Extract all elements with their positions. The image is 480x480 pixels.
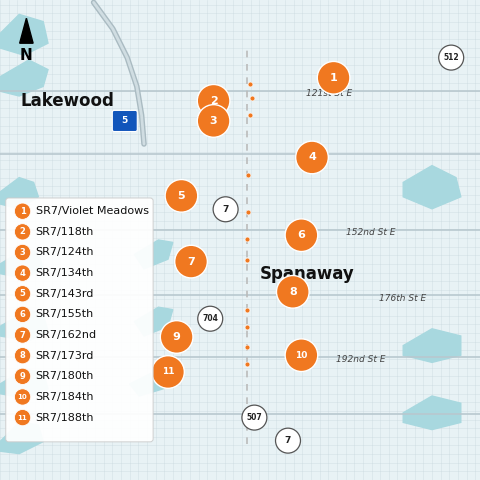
Polygon shape xyxy=(0,14,48,55)
Text: 9: 9 xyxy=(20,372,25,381)
Circle shape xyxy=(276,428,300,453)
Circle shape xyxy=(242,405,267,430)
Text: 7: 7 xyxy=(187,257,195,266)
Circle shape xyxy=(14,389,31,405)
Circle shape xyxy=(198,306,223,331)
FancyBboxPatch shape xyxy=(112,110,137,132)
Circle shape xyxy=(14,368,31,384)
Polygon shape xyxy=(134,307,173,336)
Polygon shape xyxy=(403,166,461,209)
Circle shape xyxy=(317,61,350,94)
Text: 2: 2 xyxy=(20,228,25,236)
Polygon shape xyxy=(134,240,173,269)
Text: 6: 6 xyxy=(20,310,25,319)
Polygon shape xyxy=(0,422,43,454)
Text: Spanaway: Spanaway xyxy=(260,264,355,283)
Text: 7: 7 xyxy=(20,331,25,339)
Text: 6: 6 xyxy=(298,230,305,240)
Text: Lakewood: Lakewood xyxy=(20,92,114,110)
Text: SR7/184th: SR7/184th xyxy=(36,392,94,402)
Text: 11: 11 xyxy=(162,368,174,376)
Text: SR7/118th: SR7/118th xyxy=(36,227,94,237)
Text: SR7/188th: SR7/188th xyxy=(36,413,94,422)
Text: N: N xyxy=(20,48,33,63)
Text: 152nd St E: 152nd St E xyxy=(346,228,395,237)
Text: 507: 507 xyxy=(247,413,262,422)
Text: 5: 5 xyxy=(178,191,185,201)
Text: 5: 5 xyxy=(121,117,128,125)
Text: 512: 512 xyxy=(444,53,459,62)
Circle shape xyxy=(285,339,318,372)
Text: 8: 8 xyxy=(289,287,297,297)
Circle shape xyxy=(14,306,31,323)
Circle shape xyxy=(285,219,318,252)
Circle shape xyxy=(14,203,31,219)
Circle shape xyxy=(197,105,230,137)
Polygon shape xyxy=(20,18,33,43)
Polygon shape xyxy=(130,372,168,396)
Text: SR7/Violet Meadows: SR7/Violet Meadows xyxy=(36,206,148,216)
Text: 2: 2 xyxy=(210,96,217,106)
Circle shape xyxy=(14,224,31,240)
Text: 192nd St E: 192nd St E xyxy=(336,356,385,364)
Text: 4: 4 xyxy=(308,153,316,162)
Polygon shape xyxy=(0,310,48,341)
Circle shape xyxy=(14,286,31,302)
Polygon shape xyxy=(403,396,461,430)
Text: SR7/173rd: SR7/173rd xyxy=(36,351,94,360)
Circle shape xyxy=(14,265,31,281)
Text: 7: 7 xyxy=(285,436,291,445)
Circle shape xyxy=(165,180,198,212)
Text: SR7/162nd: SR7/162nd xyxy=(36,330,96,340)
Text: 8: 8 xyxy=(20,351,25,360)
Text: SR7/134th: SR7/134th xyxy=(36,268,94,278)
Text: SR7/143rd: SR7/143rd xyxy=(36,289,94,299)
Text: 5: 5 xyxy=(20,289,25,298)
Text: 10: 10 xyxy=(295,351,308,360)
Polygon shape xyxy=(0,250,43,278)
Circle shape xyxy=(152,356,184,388)
Text: 3: 3 xyxy=(20,248,25,257)
FancyBboxPatch shape xyxy=(6,198,153,442)
Text: 704: 704 xyxy=(202,314,218,323)
Circle shape xyxy=(296,141,328,174)
Polygon shape xyxy=(403,329,461,362)
Text: 11: 11 xyxy=(18,415,27,420)
Polygon shape xyxy=(0,178,38,209)
Polygon shape xyxy=(0,370,48,398)
Text: 1: 1 xyxy=(20,207,25,216)
Text: SR7/180th: SR7/180th xyxy=(36,372,94,381)
Text: 7: 7 xyxy=(222,205,229,214)
Circle shape xyxy=(175,245,207,278)
Text: SR7/124th: SR7/124th xyxy=(36,248,94,257)
Polygon shape xyxy=(0,60,48,96)
Text: SR7/155th: SR7/155th xyxy=(36,310,94,319)
Circle shape xyxy=(14,348,31,364)
Circle shape xyxy=(14,327,31,343)
Circle shape xyxy=(213,197,238,222)
Text: 1: 1 xyxy=(330,73,337,83)
Text: 121st St E: 121st St E xyxy=(306,89,352,97)
Text: 4: 4 xyxy=(20,269,25,277)
Text: 3: 3 xyxy=(210,116,217,126)
Text: 10: 10 xyxy=(18,394,27,400)
Circle shape xyxy=(14,409,31,426)
Circle shape xyxy=(276,276,309,308)
Circle shape xyxy=(197,84,230,117)
Text: 176th St E: 176th St E xyxy=(379,294,426,303)
Circle shape xyxy=(14,244,31,261)
Circle shape xyxy=(160,321,193,353)
Text: 9: 9 xyxy=(173,332,180,342)
Circle shape xyxy=(439,45,464,70)
